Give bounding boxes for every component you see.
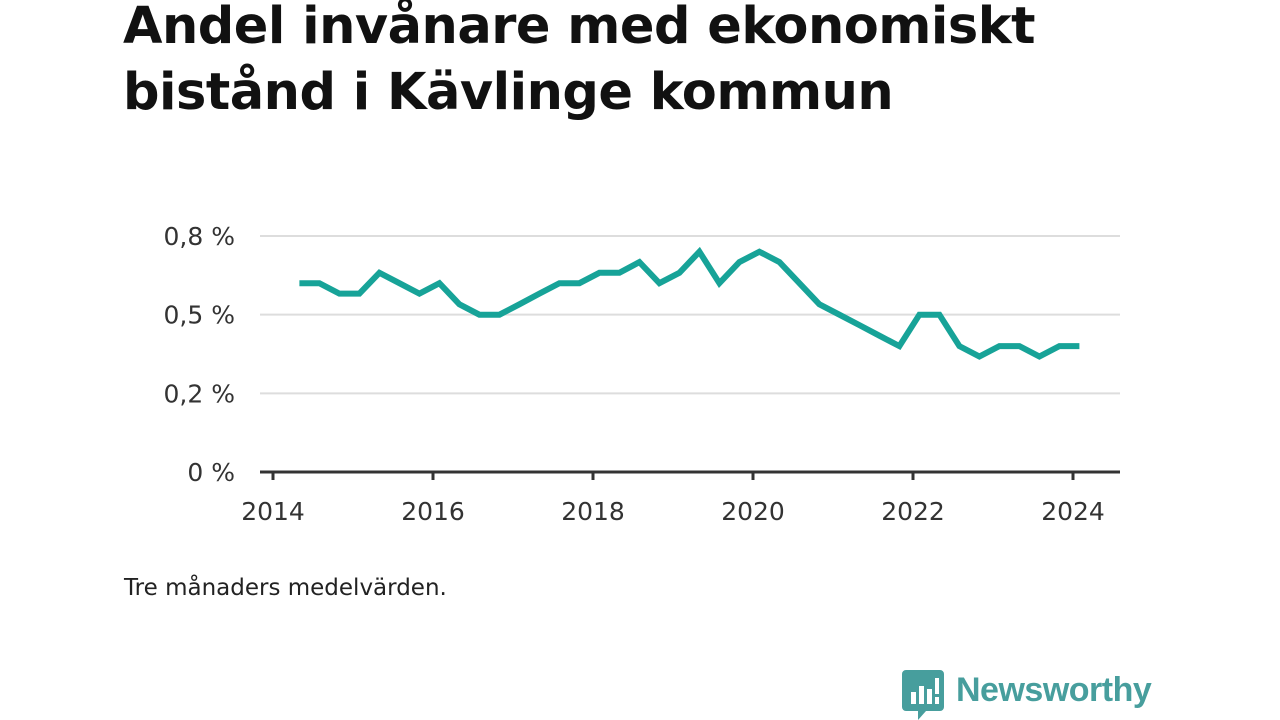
chart-note: Tre månaders medelvärden. (124, 575, 447, 601)
x-tick-label: 2018 (561, 497, 625, 526)
x-tick-label: 2016 (401, 497, 465, 526)
x-tick-label: 2024 (1041, 497, 1105, 526)
gridlines (260, 235, 1120, 395)
x-tick-label: 2022 (881, 497, 945, 526)
chart-title: Andel invånare med ekonomiskt bistånd i … (123, 0, 1036, 122)
y-axis-tick-labels: 0 % 0,2 % 0,5 % 0,8 % (164, 222, 235, 487)
bar-chart-speech-bubble-icon (902, 670, 944, 720)
x-tick-label: 2014 (241, 497, 305, 526)
newsworthy-logo: Newsworthy (902, 670, 1152, 720)
x-tick-label: 2020 (721, 497, 785, 526)
brand-name: Newsworthy (956, 671, 1152, 709)
series-line (299, 246, 1080, 360)
y-tick-label: 0,2 % (164, 379, 235, 408)
x-axis: 2014 2016 2018 2020 2022 2024 (241, 470, 1120, 526)
series-layer (299, 246, 1080, 360)
line-chart: 0 %0,2 %0,5 %0,8 % 2014 2016 2018 2020 2022 2… (164, 222, 1120, 526)
y-tick-label: 0 % (187, 458, 235, 487)
y-tick-label: 0,8 % (164, 222, 235, 251)
y-tick-label: 0,5 % (164, 301, 235, 330)
